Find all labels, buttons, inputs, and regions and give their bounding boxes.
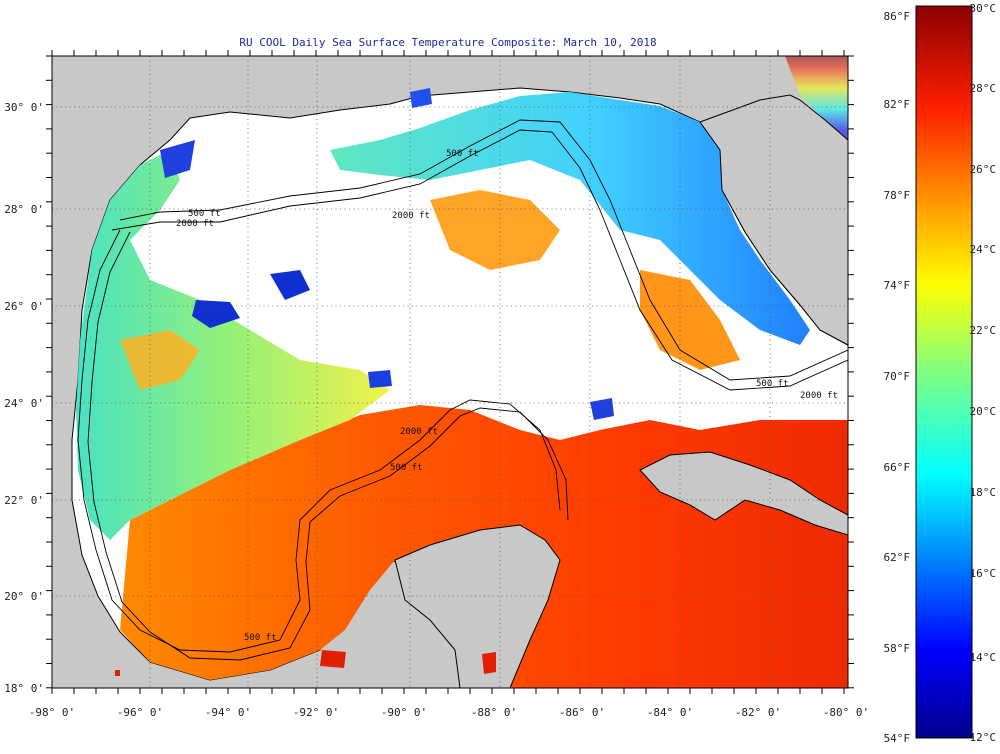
contour-label: 2000 ft (176, 219, 214, 229)
f-label: 78°F (884, 189, 911, 202)
c-label: 18°C (970, 486, 997, 499)
lon-label: -92° 0' (293, 706, 339, 719)
lat-label: 24° 0' (4, 397, 44, 410)
c-label: 28°C (970, 82, 997, 95)
cold-patch-1 (192, 300, 240, 328)
atlantic-strip (785, 56, 848, 140)
c-label: 30°C (970, 2, 997, 15)
f-label: 54°F (884, 732, 911, 745)
frame-ticks (46, 50, 854, 694)
lon-label: -80° 0' (823, 706, 869, 719)
lat-label: 28° 0' (4, 203, 44, 216)
c-label: 22°C (970, 324, 997, 337)
lat-label: 30° 0' (4, 101, 44, 114)
lon-label: -88° 0' (471, 706, 517, 719)
c-label: 20°C (970, 405, 997, 418)
lon-label: -90° 0' (381, 706, 427, 719)
cold-patch-2 (270, 270, 310, 300)
c-label: 24°C (970, 243, 997, 256)
lon-label: -86° 0' (559, 706, 605, 719)
yucatan-peninsula (394, 524, 561, 688)
cuba-island (639, 451, 848, 536)
contour-labels: 2000 ft 500 ft 2000 ft 500 ft 500 ft 200… (176, 149, 838, 643)
f-label: 82°F (884, 98, 911, 111)
lon-label: -96° 0' (117, 706, 163, 719)
cool-shelf-north (330, 92, 810, 345)
small-warm-dot (115, 670, 120, 676)
latitude-labels: 30° 0' 28° 0' 26° 0' 24° 0' 22° 0' 20° 0… (4, 101, 44, 695)
contour-label: 2000 ft (400, 427, 438, 437)
florida-peninsula (699, 94, 848, 346)
lon-label: -82° 0' (735, 706, 781, 719)
contour-label: 500 ft (188, 209, 221, 219)
contour-label: 500 ft (756, 379, 789, 389)
c-label: 14°C (970, 651, 997, 664)
contour-label: 500 ft (244, 633, 277, 643)
longitude-labels: -98° 0' -96° 0' -94° 0' -92° 0' -90° 0' … (29, 706, 869, 719)
map-area: 2000 ft 500 ft 2000 ft 500 ft 500 ft 200… (52, 56, 848, 688)
f-label: 86°F (884, 10, 911, 23)
graticule (52, 56, 848, 688)
contour-label: 500 ft (446, 149, 479, 159)
lon-label: -98° 0' (29, 706, 75, 719)
c-label: 16°C (970, 567, 997, 580)
contour-label: 2000 ft (800, 391, 838, 401)
contour-label: 500 ft (390, 463, 423, 473)
florida-keys-patch (482, 652, 496, 674)
cold-patch-3 (160, 140, 195, 178)
f-label: 66°F (884, 461, 911, 474)
fahrenheit-scale: 86°F 82°F 78°F 74°F 70°F 66°F 62°F 58°F … (884, 10, 911, 745)
cold-patch-4 (590, 398, 614, 420)
orange-band-west (120, 330, 200, 390)
c-label: 26°C (970, 163, 997, 176)
f-label: 62°F (884, 551, 911, 564)
lon-label: -84° 0' (647, 706, 693, 719)
celsius-scale: 30°C 28°C 26°C 24°C 22°C 20°C 18°C 16°C … (970, 2, 997, 744)
temperature-colorbar: 86°F 82°F 78°F 74°F 70°F 66°F 62°F 58°F … (884, 2, 997, 745)
campeche-patch (320, 650, 346, 668)
lat-label: 22° 0' (4, 494, 44, 507)
f-label: 74°F (884, 279, 911, 292)
cool-shelf-west (76, 150, 390, 540)
lon-label: -94° 0' (205, 706, 251, 719)
contour-label: 2000 ft (392, 211, 430, 221)
cold-patch-5 (410, 88, 432, 108)
lat-label: 26° 0' (4, 300, 44, 313)
c-label: 12°C (970, 731, 997, 744)
f-label: 70°F (884, 370, 911, 383)
f-label: 58°F (884, 642, 911, 655)
warm-band-east (640, 270, 740, 370)
cold-patch-6 (368, 370, 392, 388)
map-title: RU COOL Daily Sea Surface Temperature Co… (239, 36, 656, 49)
lat-label: 18° 0' (4, 682, 44, 695)
colorbar-gradient (915, 5, 973, 739)
bathymetry-contours (77, 119, 848, 661)
warm-eddy-center (430, 190, 560, 270)
lat-label: 20° 0' (4, 590, 44, 603)
